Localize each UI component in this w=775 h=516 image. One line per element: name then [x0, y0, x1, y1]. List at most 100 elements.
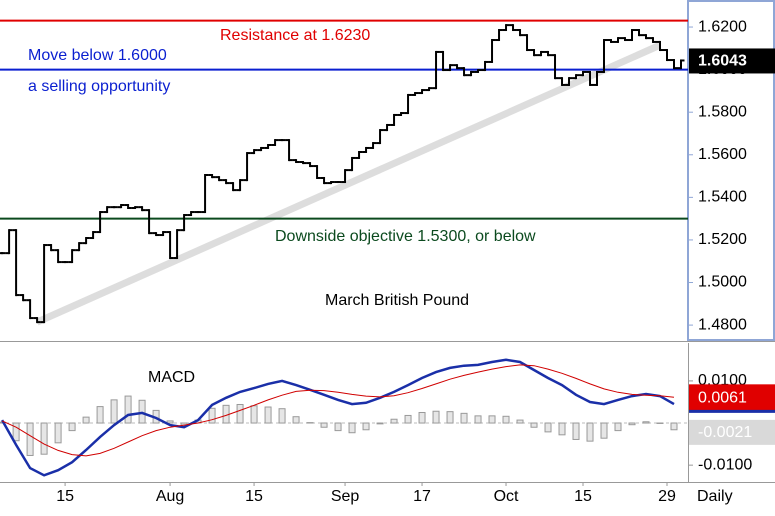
price-bar	[656, 40, 664, 52]
histogram-bar	[82, 416, 90, 424]
price-bar	[47, 244, 55, 252]
histogram-bar	[362, 422, 370, 431]
level-label: Downside objective 1.5300, or below	[275, 228, 536, 245]
histogram-bar	[124, 395, 132, 424]
price-bar	[271, 139, 279, 146]
price-bar	[642, 34, 650, 40]
histogram-bar	[334, 422, 342, 432]
chart-title: March British Pound	[325, 292, 469, 309]
price-bar	[439, 50, 447, 72]
price-bar	[614, 37, 622, 43]
price-bar	[474, 69, 482, 73]
histogram-bar	[96, 406, 104, 424]
price-bar	[68, 249, 76, 264]
price-bar	[355, 151, 363, 159]
price-bar	[516, 29, 524, 37]
histogram-bar	[348, 422, 356, 434]
price-bar	[166, 231, 174, 260]
histogram-bar	[26, 422, 34, 456]
price-bar	[362, 146, 370, 154]
price-bar	[208, 174, 216, 179]
histogram-bar	[432, 410, 440, 424]
price-bar	[89, 231, 97, 240]
price-bar	[397, 112, 405, 116]
y-tick-label: 1.5400	[698, 189, 747, 206]
price-bar	[152, 232, 160, 237]
price-bar	[124, 204, 132, 210]
histogram-bar	[600, 422, 608, 439]
price-bar	[495, 29, 503, 42]
price-bar	[600, 39, 608, 73]
price-bar	[26, 299, 34, 320]
price-bar	[607, 39, 615, 43]
price-bar	[327, 181, 335, 185]
price-bar	[523, 34, 531, 52]
price-bar	[467, 70, 475, 77]
price-bar	[334, 181, 342, 184]
price-bar	[103, 206, 111, 214]
price-bar	[12, 229, 20, 297]
histogram-bar	[670, 422, 678, 431]
price-bar	[593, 70, 601, 86]
price-bar	[481, 60, 489, 72]
price-bar	[446, 64, 454, 72]
price-bar	[418, 89, 426, 95]
price-bar	[460, 67, 468, 77]
x-tick-label: 15	[56, 488, 74, 505]
price-bar	[551, 54, 559, 80]
price-bar	[117, 204, 125, 209]
price-bar	[299, 161, 307, 165]
price-bar	[229, 182, 237, 192]
price-bar	[425, 87, 433, 92]
macd-line	[1, 358, 675, 477]
histogram-bar	[586, 422, 594, 442]
price-bar	[194, 211, 202, 214]
level-label: Move below 1.6000	[28, 47, 167, 64]
price-bar	[96, 211, 104, 234]
price-bar	[544, 50, 552, 57]
price-bar	[201, 174, 209, 214]
histogram-bar	[166, 420, 174, 424]
price-bar	[313, 165, 321, 179]
price-bar	[173, 229, 181, 260]
price-bar	[110, 206, 118, 209]
histogram-bar	[110, 399, 118, 424]
last-histogram-label: -0.0021	[698, 424, 752, 441]
price-bar	[383, 123, 391, 132]
macd-line	[1, 364, 675, 457]
price-bar	[257, 146, 265, 152]
histogram-bar	[502, 415, 510, 424]
x-axis-label: Daily	[697, 488, 733, 505]
price-bar	[628, 29, 636, 42]
price-bar	[236, 179, 244, 192]
last-signal-box	[689, 384, 775, 411]
price-bar	[621, 37, 629, 42]
price-bar	[278, 139, 286, 142]
price-bar	[222, 179, 230, 185]
price-bar	[320, 176, 328, 185]
price-bar	[131, 206, 139, 210]
price-bar	[663, 49, 671, 62]
y-tick-label: 1.5600	[698, 146, 747, 163]
price-bar	[488, 39, 496, 63]
histogram-bar	[446, 411, 454, 424]
histogram-bar	[376, 422, 384, 425]
price-bar	[558, 77, 566, 86]
y-tick-label: 1.5200	[698, 231, 747, 248]
histogram-bar	[460, 412, 468, 424]
price-bar	[145, 209, 153, 235]
y-tick-label: 1.6200	[698, 18, 747, 35]
last-histogram-box	[689, 419, 775, 445]
x-tick-label: Aug	[156, 488, 184, 505]
price-bar	[138, 206, 146, 212]
price-bar	[376, 129, 384, 145]
x-tick-label: Sep	[331, 488, 360, 505]
price-bar	[75, 242, 83, 252]
y-tick-label: 0.0200	[698, 330, 747, 347]
histogram-bar	[236, 403, 244, 424]
price-bar	[579, 70, 587, 77]
price-bar	[537, 50, 545, 57]
histogram-bar	[418, 412, 426, 424]
price-bar	[264, 143, 272, 149]
